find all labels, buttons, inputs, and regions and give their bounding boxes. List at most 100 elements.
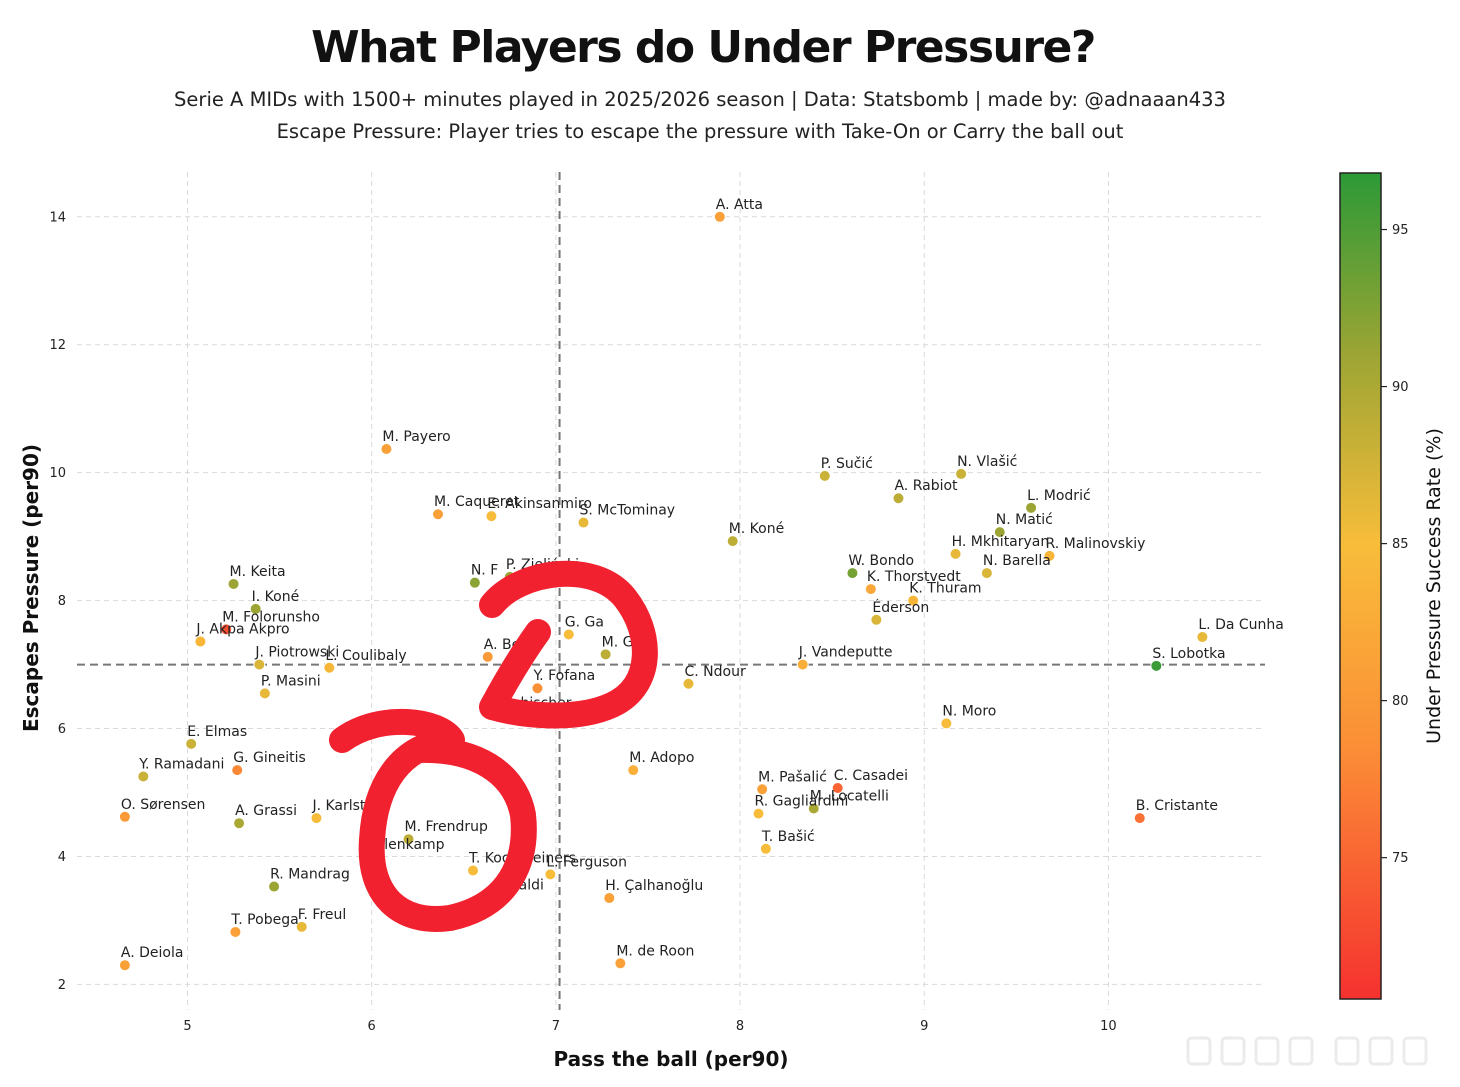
point-label: A. Grassi (235, 803, 297, 819)
colorbar-label: Under Pressure Success Rate (%) (1423, 428, 1445, 744)
scatter-point (323, 661, 336, 674)
point-label: M. Payero (382, 429, 450, 445)
colorbar-tick-label: 90 (1392, 380, 1409, 395)
point-label: B. Cristante (1136, 798, 1218, 814)
scatter-point (402, 833, 415, 846)
axis-ticks: 5 6 7 8 9 10 2 4 6 8 10 12 14 (49, 210, 1116, 1034)
scatter-point (531, 682, 544, 695)
scatter-point (562, 628, 575, 641)
colorbar (1339, 172, 1382, 1000)
colorbar-tick-label: 85 (1392, 537, 1409, 552)
y-tick-label: 12 (49, 338, 66, 353)
scatter-point (229, 925, 242, 938)
scatter-point (1133, 812, 1146, 825)
point-label: S. Lobotka (1152, 646, 1225, 662)
point-label: H. Çalhanoğlu (605, 878, 703, 894)
point-label: J. Piotrowski (254, 645, 339, 661)
x-tick-label: 7 (552, 1019, 560, 1034)
scatter-point (846, 567, 859, 580)
point-label-fragment: kelenkamp (368, 837, 445, 853)
scatter-point (249, 602, 262, 615)
scatter-point (220, 623, 233, 636)
point-label: N. Moro (942, 703, 996, 719)
x-tick-label: 9 (920, 1019, 928, 1034)
point-label: H. Mkhitaryan (952, 534, 1050, 550)
scatter-point (864, 583, 877, 596)
point-label: L. Coulibaly (325, 648, 406, 664)
point-label: R. Mandrag (270, 867, 350, 883)
scatter-point (796, 658, 809, 671)
point-label: M. Folorunsho (222, 609, 320, 625)
point-label: M. Keita (230, 564, 286, 580)
scatter-point (892, 492, 905, 505)
point-label: O. Sørensen (121, 797, 206, 813)
scatter-point (599, 648, 612, 661)
point-label: Éderson (872, 599, 929, 616)
point-label: A. Deiola (121, 945, 184, 961)
point-label: S. McTominay (580, 503, 676, 519)
point-label: N. Matić (996, 512, 1053, 528)
point-label: A. Rabiot (894, 478, 958, 494)
point-label: M. Koné (729, 521, 785, 537)
scatter-point (980, 567, 993, 580)
scatter-point (185, 737, 198, 750)
scatter-point (118, 810, 131, 823)
scatter-point (468, 576, 481, 589)
y-tick-label: 10 (49, 466, 66, 481)
point-label: C. Ndour (684, 664, 745, 680)
average-lines (77, 172, 1265, 1010)
point-label: N. Vlašić (957, 454, 1017, 470)
scatter-point (310, 812, 323, 825)
scatter-point (752, 807, 765, 820)
point-label: E. Elmas (187, 724, 247, 740)
point-label: T. Bašić (761, 829, 815, 845)
x-tick-label: 6 (368, 1019, 376, 1034)
y-tick-label: 8 (58, 594, 66, 609)
scatter-point (831, 782, 844, 795)
scatter-point (759, 842, 772, 855)
scatter-point (194, 635, 207, 648)
scatter-point (227, 577, 240, 590)
point-label: E. Akinsanmiro (487, 496, 591, 512)
scatter-point (233, 817, 246, 830)
point-label: J. Akpa Akpro (195, 622, 289, 638)
chart-subtitle-2: Escape Pressure: Player tries to escape … (277, 120, 1124, 143)
scatter-point (870, 613, 883, 626)
point-label: F. Freul (298, 907, 347, 923)
point-label: K. Thorstvedt (867, 569, 961, 585)
scatter-point (1196, 631, 1209, 644)
y-tick-label: 4 (58, 850, 66, 865)
x-tick-label: 5 (183, 1019, 191, 1034)
scatter-point (955, 467, 968, 480)
scatter-point (907, 594, 920, 607)
data-points (118, 210, 1209, 972)
scatter-point (614, 957, 627, 970)
scatter-point (818, 469, 831, 482)
point-label: G. Gineitis (233, 750, 306, 766)
y-tick-label: 6 (58, 722, 66, 737)
scatter-point (253, 658, 266, 671)
x-axis-label: Pass the ball (per90) (553, 1047, 788, 1071)
colorbar-tick-label: 95 (1392, 223, 1409, 238)
point-label: K. Thuram (909, 581, 981, 597)
scatter-point (1150, 659, 1163, 672)
point-label: R. Malinovskiy (1046, 536, 1146, 552)
scatter-point (807, 802, 820, 815)
scatter-point (756, 783, 769, 796)
scatter-point (137, 770, 150, 783)
scatter-point (627, 764, 640, 777)
point-label: M. Frendrup (405, 819, 488, 835)
scatter-point (603, 892, 616, 905)
scatter-point (577, 516, 590, 529)
scatter-point (993, 526, 1006, 539)
point-label: J. Vandeputte (798, 645, 893, 661)
watermark (1186, 1036, 1428, 1066)
scatter-point (467, 864, 479, 877)
point-label: P. Masini (261, 673, 321, 689)
scatter-point (1025, 501, 1038, 514)
chart-subtitle: Serie A MIDs with 1500+ minutes played i… (174, 88, 1226, 111)
point-label: M. de Roon (616, 943, 694, 959)
point-label: M. Pašalić (758, 769, 827, 785)
point-label: Y. Ramadani (138, 757, 224, 773)
point-label: M. Locatelli (810, 788, 889, 804)
